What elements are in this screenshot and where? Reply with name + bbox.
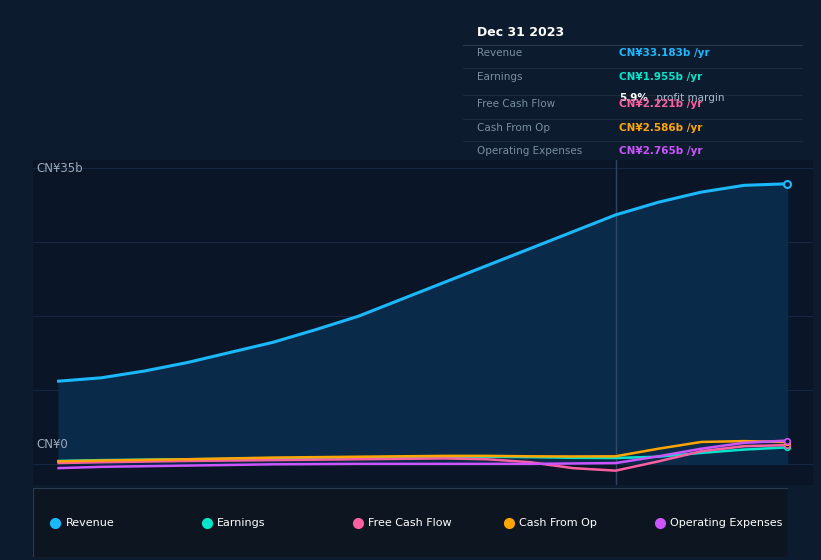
Text: profit margin: profit margin	[654, 93, 725, 103]
Text: Dec 31 2023: Dec 31 2023	[477, 26, 564, 39]
Text: Earnings: Earnings	[477, 72, 522, 82]
Text: 5.9%: 5.9%	[619, 93, 649, 103]
Text: CN¥35b: CN¥35b	[37, 162, 84, 175]
Text: Earnings: Earnings	[217, 517, 266, 528]
Text: CN¥2.765b /yr: CN¥2.765b /yr	[619, 146, 703, 156]
Text: CN¥1.955b /yr: CN¥1.955b /yr	[619, 72, 703, 82]
Text: CN¥2.221b /yr: CN¥2.221b /yr	[619, 99, 703, 109]
Text: Revenue: Revenue	[66, 517, 115, 528]
Text: CN¥0: CN¥0	[37, 438, 68, 451]
Text: Operating Expenses: Operating Expenses	[477, 146, 582, 156]
Text: Revenue: Revenue	[477, 48, 521, 58]
Text: Free Cash Flow: Free Cash Flow	[368, 517, 452, 528]
Text: CN¥2.586b /yr: CN¥2.586b /yr	[619, 123, 703, 133]
Text: Operating Expenses: Operating Expenses	[670, 517, 782, 528]
Text: Cash From Op: Cash From Op	[519, 517, 597, 528]
Text: CN¥33.183b /yr: CN¥33.183b /yr	[619, 48, 710, 58]
Text: Cash From Op: Cash From Op	[477, 123, 549, 133]
Text: Free Cash Flow: Free Cash Flow	[477, 99, 555, 109]
